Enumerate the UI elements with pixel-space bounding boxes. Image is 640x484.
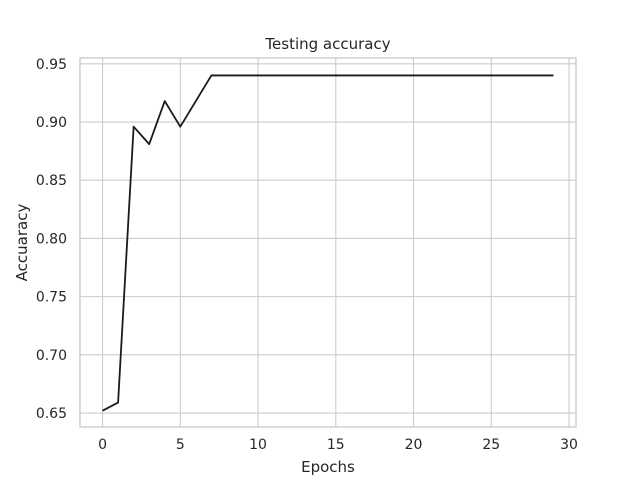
y-tick-label: 0.90	[36, 115, 67, 131]
series-layer	[102, 74, 554, 412]
plot-frame	[79, 57, 577, 428]
x-tick-label: 30	[560, 437, 578, 453]
y-tick-label: 0.65	[36, 406, 67, 422]
x-tick-label: 20	[405, 437, 423, 453]
x-axis-label: Epochs	[301, 458, 355, 476]
x-tick-label: 10	[249, 437, 267, 453]
y-tick-label: 0.95	[36, 57, 67, 73]
y-tick-labels: 0.65 0.70 0.75 0.80 0.85 0.90 0.95	[36, 57, 67, 422]
x-tick-label: 15	[327, 437, 345, 453]
chart-title: Testing accuracy	[264, 35, 390, 53]
x-tick-label: 25	[482, 437, 500, 453]
y-axis-label: Accuaracy	[13, 204, 31, 282]
x-tick-label: 0	[98, 437, 107, 453]
series-line	[102, 74, 554, 412]
x-tick-label: 5	[176, 437, 185, 453]
y-tick-label: 0.80	[36, 231, 67, 247]
y-tick-label: 0.85	[36, 173, 67, 189]
grid-layer	[80, 58, 576, 427]
y-tick-label: 0.70	[36, 348, 67, 364]
y-tick-label: 0.75	[36, 290, 67, 306]
x-tick-labels: 0 5 10 15 20 25 30	[98, 437, 578, 453]
